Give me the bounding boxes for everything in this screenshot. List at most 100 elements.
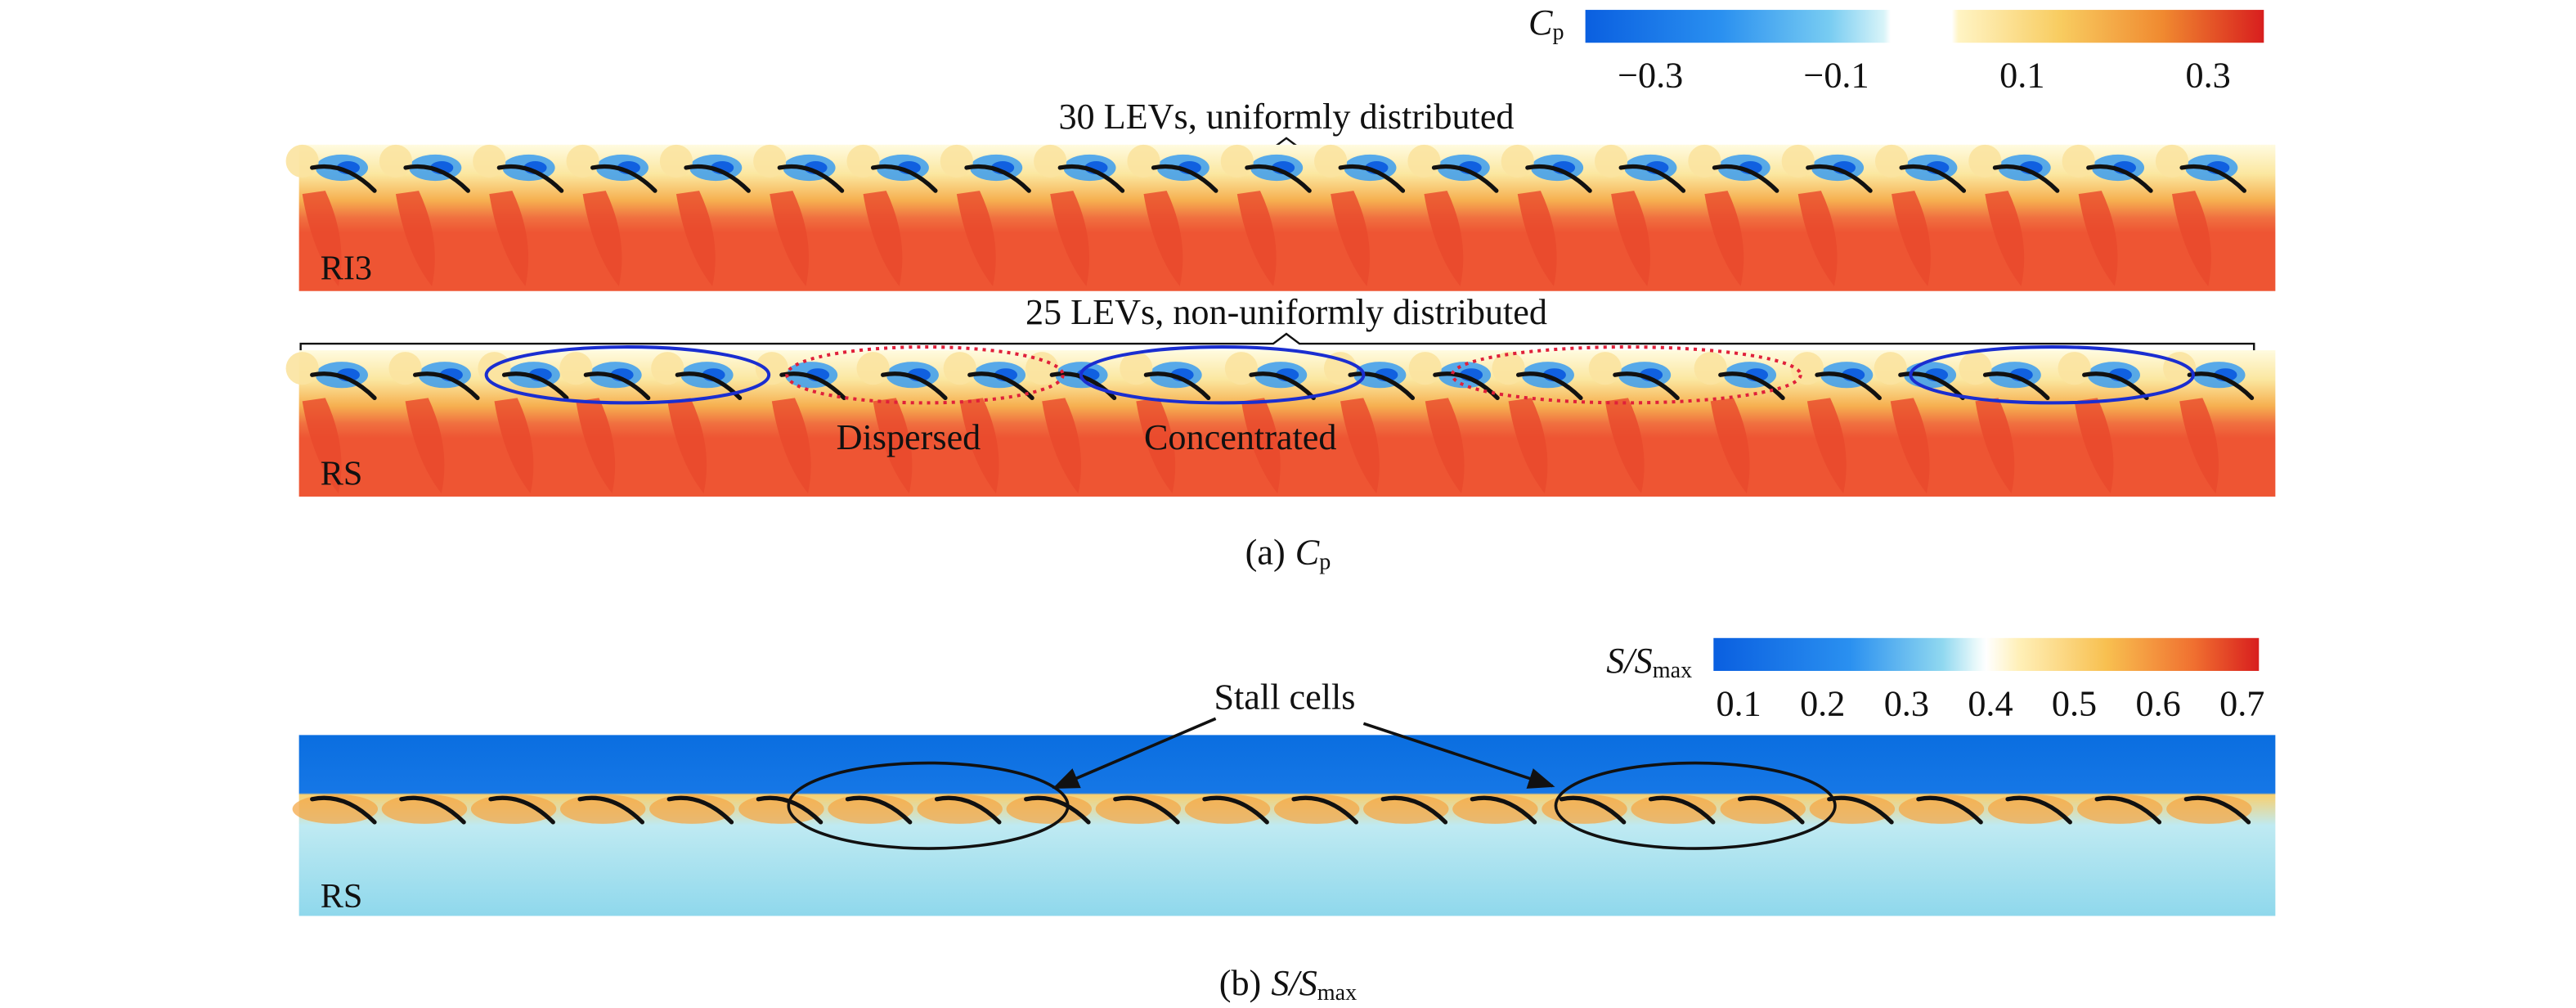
wake bbox=[1363, 794, 1449, 824]
colorbar-ticks: 0.1 0.2 0.3 0.4 0.5 0.6 0.7 bbox=[1716, 683, 2264, 723]
blade bbox=[1348, 371, 1416, 400]
high-spot bbox=[285, 144, 319, 178]
stall-markers bbox=[787, 717, 1837, 850]
high-spot bbox=[379, 144, 413, 178]
annotation: 30 LEVs, uniformly distributed bbox=[1058, 97, 1514, 137]
region-markers bbox=[484, 345, 2195, 405]
pressure-tongue bbox=[1236, 191, 1277, 286]
blade-row bbox=[285, 144, 2247, 286]
blade bbox=[1151, 164, 1218, 193]
blade bbox=[399, 795, 466, 825]
pressure-tongue bbox=[1890, 398, 1930, 493]
blade bbox=[1249, 371, 1316, 400]
blade bbox=[1516, 371, 1583, 400]
blade bbox=[1916, 795, 1983, 825]
colorbar-tick-label: 0.3 bbox=[1884, 683, 1929, 723]
high-spot bbox=[1323, 352, 1358, 385]
high-spot bbox=[1501, 144, 1534, 178]
high-spot bbox=[1224, 352, 1258, 385]
wake bbox=[1542, 794, 1627, 824]
colorbar-title-sub: p bbox=[1552, 20, 1564, 46]
colorbar-tick-label: 0.3 bbox=[2185, 56, 2230, 96]
colorbar-tick-label: 0.2 bbox=[1800, 683, 1845, 723]
blade bbox=[1648, 795, 1716, 825]
high-spot bbox=[478, 352, 511, 385]
high-spot bbox=[1688, 144, 1721, 178]
blade bbox=[2094, 795, 2162, 825]
colorbar-title-main: S/S bbox=[1606, 641, 1652, 681]
concentrated-region bbox=[1909, 345, 2195, 405]
blade bbox=[2005, 795, 2072, 825]
pressure-tongue bbox=[1975, 398, 2015, 493]
blade bbox=[1559, 795, 1627, 825]
high-spot bbox=[1874, 144, 1909, 178]
wake bbox=[1095, 794, 1182, 824]
pressure-tongue bbox=[771, 398, 811, 493]
wake bbox=[1184, 794, 1271, 824]
annotation: 25 LEVs, non-uniformly distributed bbox=[1025, 292, 1547, 332]
blade bbox=[310, 795, 377, 825]
high-spot bbox=[473, 144, 506, 178]
colorbar-tick-label: 0.4 bbox=[1968, 683, 2013, 723]
pressure-tongue bbox=[675, 191, 716, 286]
blade bbox=[413, 371, 480, 400]
pressure-tongue bbox=[1985, 191, 2025, 286]
wake bbox=[2166, 794, 2252, 824]
blade bbox=[684, 164, 751, 193]
colorbar-tick-label: 0.7 bbox=[2219, 683, 2264, 723]
blade bbox=[1899, 164, 1967, 193]
pressure-tongue bbox=[1050, 191, 1089, 286]
blade bbox=[1431, 164, 1499, 193]
blade-row bbox=[285, 352, 2255, 493]
blade-row bbox=[292, 794, 2252, 825]
high-spot bbox=[2062, 144, 2095, 178]
pressure-tongue bbox=[1331, 191, 1370, 286]
pressure-tongue bbox=[576, 398, 616, 493]
blade bbox=[666, 795, 734, 825]
stall-cell-region bbox=[787, 761, 1070, 850]
blade bbox=[2179, 164, 2247, 193]
wake bbox=[1720, 794, 1806, 824]
wake bbox=[559, 794, 646, 824]
blade bbox=[1245, 164, 1312, 193]
blade bbox=[310, 164, 377, 193]
high-spot bbox=[285, 352, 319, 385]
high-spot bbox=[651, 352, 684, 385]
blade bbox=[488, 795, 555, 825]
colorbar-tick-label: 0.5 bbox=[2052, 683, 2097, 723]
wake bbox=[828, 794, 913, 824]
wake bbox=[649, 794, 735, 824]
wake bbox=[1006, 794, 1093, 824]
high-spot bbox=[566, 144, 599, 178]
pressure-tongue bbox=[1604, 398, 1645, 493]
high-spot bbox=[1968, 144, 2002, 178]
colorbar-tick-label: −0.3 bbox=[1618, 56, 1683, 96]
high-spot bbox=[2155, 144, 2189, 178]
blade bbox=[1470, 795, 1537, 825]
caption-sub: p bbox=[1319, 550, 1331, 575]
blade bbox=[1143, 371, 1211, 400]
wake bbox=[1452, 794, 1538, 824]
blade bbox=[1057, 164, 1125, 193]
pressure-tongue bbox=[2171, 191, 2211, 286]
high-spot bbox=[1781, 144, 1815, 178]
colorbar-tick-label: −0.1 bbox=[1803, 56, 1869, 96]
high-spot bbox=[1120, 352, 1153, 385]
colorbar-tick-label: 0.1 bbox=[1716, 683, 1761, 723]
pressure-tongue bbox=[1611, 191, 1650, 286]
wake bbox=[292, 794, 379, 824]
high-spot bbox=[846, 144, 880, 178]
blade bbox=[1202, 795, 1269, 825]
pressure-tongue bbox=[1143, 191, 1183, 286]
blade bbox=[1992, 164, 2060, 193]
wake bbox=[1631, 794, 1717, 824]
colorbar-tick-label: 0.6 bbox=[2136, 683, 2181, 723]
pressure-tongue bbox=[1508, 398, 1548, 493]
annotation: Stall cells bbox=[1214, 677, 1355, 717]
high-spot bbox=[943, 352, 976, 385]
pressure-tongue bbox=[667, 398, 707, 493]
blade bbox=[2082, 371, 2149, 400]
blade bbox=[1982, 371, 2050, 400]
blade bbox=[964, 164, 1031, 193]
